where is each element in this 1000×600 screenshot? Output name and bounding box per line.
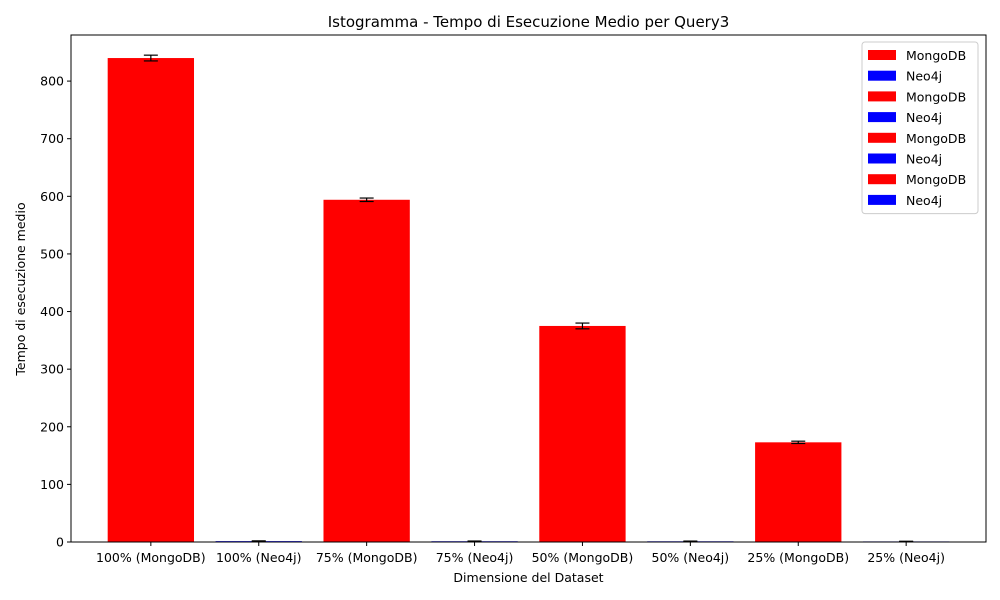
x-tick-label: 75% (Neo4j) <box>436 550 514 565</box>
legend: MongoDB Neo4j MongoDB Neo4j MongoDB Neo4j Mong… <box>861 41 979 215</box>
legend-swatch <box>868 132 896 143</box>
legend-label: MongoDB <box>906 48 966 63</box>
legend-label: MongoDB <box>906 172 966 187</box>
y-tick-label: 700 <box>40 131 64 146</box>
legend-label: MongoDB <box>906 89 966 104</box>
x-tick-label: 50% (Neo4j) <box>652 550 730 565</box>
legend-label: MongoDB <box>906 131 966 146</box>
legend-label: Neo4j <box>906 193 942 208</box>
x-tick-label: 25% (Neo4j) <box>867 550 945 565</box>
legend-label: Neo4j <box>906 69 942 84</box>
legend-swatch <box>868 194 896 205</box>
chart-title: Istogramma - Tempo di Esecuzione Medio p… <box>328 13 730 31</box>
plot-frame <box>70 34 987 543</box>
legend-swatch <box>868 70 896 81</box>
y-tick-label: 400 <box>40 304 64 319</box>
y-axis-title: Tempo di esecuzione medio <box>13 202 28 376</box>
bar <box>323 199 410 542</box>
x-tick-label: 100% (MongoDB) <box>96 550 206 565</box>
legend-label: Neo4j <box>906 110 942 125</box>
bar <box>539 325 626 542</box>
x-tick-label: 100% (Neo4j) <box>216 550 302 565</box>
x-tick-label: 25% (MongoDB) <box>747 550 849 565</box>
y-tick-label: 500 <box>40 246 64 261</box>
y-tick-label: 300 <box>40 362 64 377</box>
legend-swatch <box>868 91 896 102</box>
legend-swatch <box>868 50 896 60</box>
x-axis-title: Dimensione del Dataset <box>453 570 603 585</box>
y-tick-label: 200 <box>40 419 64 434</box>
y-tick-label: 0 <box>56 535 64 550</box>
plot-area: 100% (MongoDB) 100% (Neo4j) 75% (MongoDB) 7… <box>40 34 987 565</box>
x-tick-label: 50% (MongoDB) <box>532 550 634 565</box>
legend-swatch <box>868 174 896 185</box>
y-tick-label: 600 <box>40 189 64 204</box>
y-tick-label: 800 <box>40 74 64 89</box>
legend-swatch <box>868 153 896 164</box>
y-tick-label: 100 <box>40 477 64 492</box>
legend-swatch <box>868 112 896 123</box>
legend-box <box>861 41 979 215</box>
legend-label: Neo4j <box>906 152 942 167</box>
bar <box>107 58 195 542</box>
bar <box>755 442 842 542</box>
x-tick-label: 75% (MongoDB) <box>316 550 418 565</box>
